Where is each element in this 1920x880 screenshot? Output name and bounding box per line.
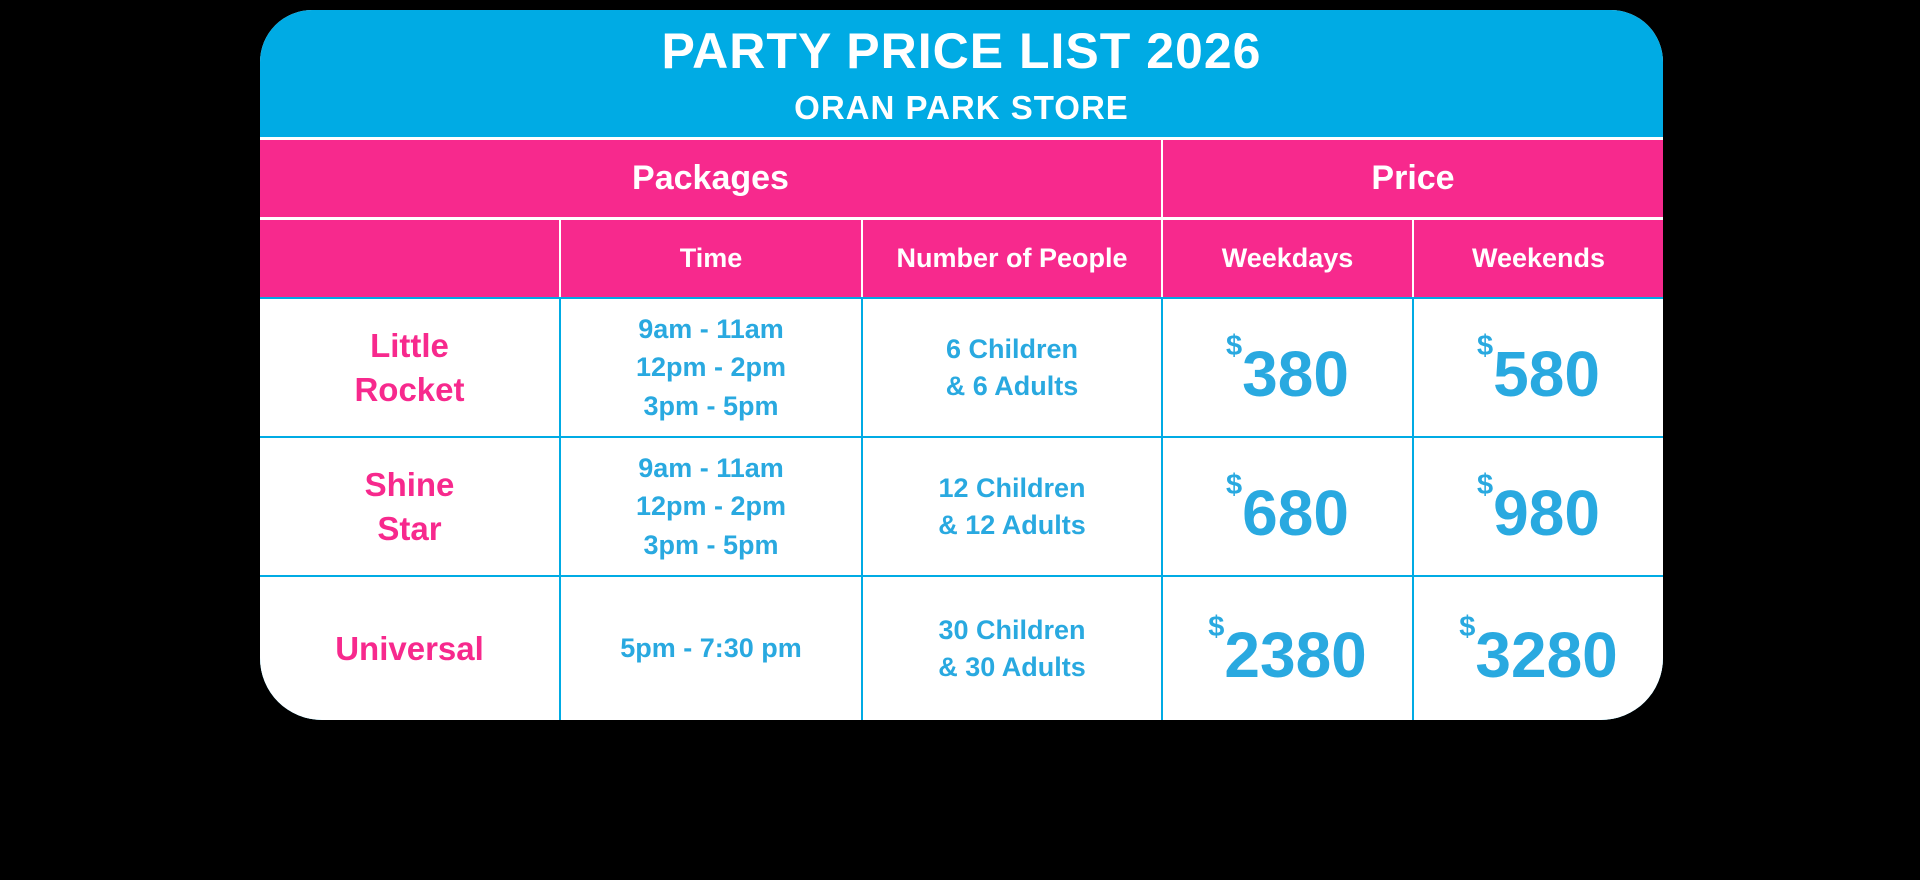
table-header: Packages Price Time Number of People Wee… <box>260 137 1663 297</box>
currency-symbol: $ <box>1477 468 1494 501</box>
column-header-package <box>260 220 559 297</box>
price: $680 <box>1226 469 1349 545</box>
package-name: Shine Star <box>260 438 559 575</box>
weekend-price-cell: $580 <box>1414 299 1663 436</box>
currency-symbol: $ <box>1477 329 1494 362</box>
column-header-weekdays: Weekdays <box>1163 220 1412 297</box>
price-list-card: PARTY PRICE LIST 2026 ORAN PARK STORE Pa… <box>260 10 1663 720</box>
currency-symbol: $ <box>1208 610 1225 643</box>
weekday-price-cell: $680 <box>1163 438 1412 575</box>
group-header-packages: Packages <box>260 140 1161 217</box>
package-name: Little Rocket <box>260 299 559 436</box>
column-header-weekends: Weekends <box>1414 220 1663 297</box>
package-name: Universal <box>260 577 559 720</box>
table-body: Little Rocket 9am - 11am 12pm - 2pm 3pm … <box>260 297 1663 720</box>
weekend-price-cell: $3280 <box>1414 577 1663 720</box>
weekday-price-cell: $2380 <box>1163 577 1412 720</box>
page-title: PARTY PRICE LIST 2026 <box>661 23 1262 79</box>
currency-symbol: $ <box>1226 329 1243 362</box>
price: $980 <box>1477 469 1600 545</box>
price-amount: 980 <box>1493 476 1600 549</box>
price-amount: 580 <box>1493 337 1600 410</box>
time-cell: 5pm - 7:30 pm <box>561 577 861 720</box>
time-cell: 9am - 11am 12pm - 2pm 3pm - 5pm <box>561 299 861 436</box>
store-name: ORAN PARK STORE <box>794 89 1129 126</box>
time-cell: 9am - 11am 12pm - 2pm 3pm - 5pm <box>561 438 861 575</box>
weekday-price-cell: $380 <box>1163 299 1412 436</box>
price-amount: 380 <box>1242 337 1349 410</box>
currency-symbol: $ <box>1226 468 1243 501</box>
price-amount: 2380 <box>1224 618 1367 691</box>
price: $2380 <box>1208 611 1367 687</box>
people-cell: 30 Children & 30 Adults <box>863 577 1161 720</box>
price: $380 <box>1226 330 1349 406</box>
people-cell: 6 Children & 6 Adults <box>863 299 1161 436</box>
people-cell: 12 Children & 12 Adults <box>863 438 1161 575</box>
card-header-band: PARTY PRICE LIST 2026 ORAN PARK STORE <box>260 10 1663 137</box>
currency-symbol: $ <box>1459 610 1476 643</box>
price: $580 <box>1477 330 1600 406</box>
price: $3280 <box>1459 611 1618 687</box>
price-amount: 3280 <box>1475 618 1618 691</box>
group-header-price: Price <box>1163 140 1663 217</box>
price-amount: 680 <box>1242 476 1349 549</box>
weekend-price-cell: $980 <box>1414 438 1663 575</box>
column-header-time: Time <box>561 220 861 297</box>
column-header-people: Number of People <box>863 220 1161 297</box>
